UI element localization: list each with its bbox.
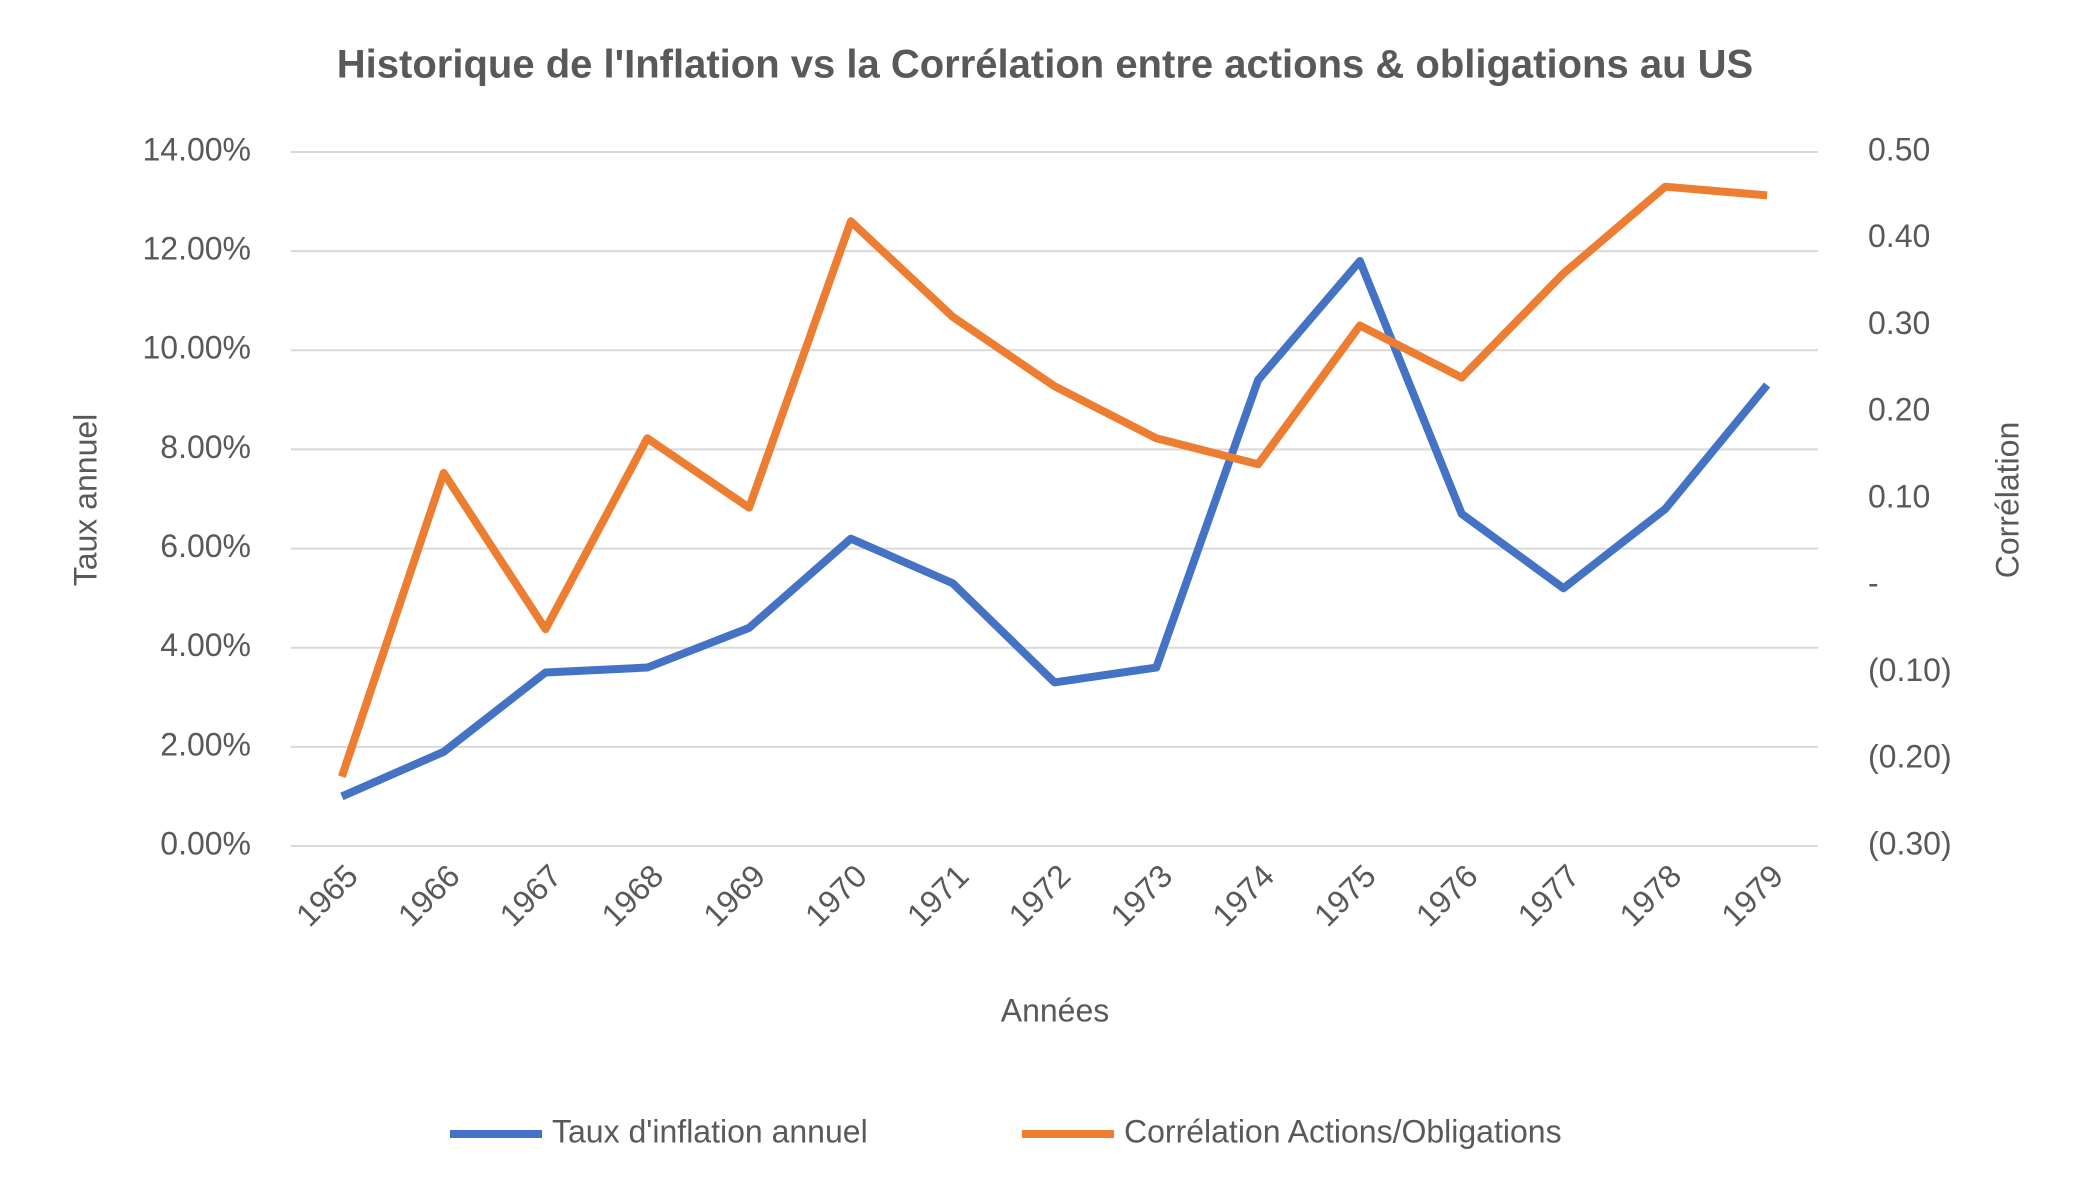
y2-tick-label: 0.30 <box>1868 305 1930 341</box>
legend-label: Corrélation Actions/Obligations <box>1124 1113 1562 1149</box>
y-tick-label: 6.00% <box>160 528 251 564</box>
series-line <box>338 182 1768 778</box>
x-tick-label: 1966 <box>391 857 467 933</box>
x-tick-label: 1979 <box>1714 857 1790 933</box>
x-tick-label: 1965 <box>289 857 365 933</box>
y-axis-title: Taux annuel <box>67 414 103 587</box>
y2-tick-label: 0.20 <box>1868 392 1930 428</box>
y2-tick-label: 0.40 <box>1868 218 1930 254</box>
y2-tick-label: 0.50 <box>1868 131 1930 167</box>
chart-title: Historique de l'Inflation vs la Corrélat… <box>337 43 1753 87</box>
x-tick-label: 1969 <box>696 857 772 933</box>
x-tick-label: 1972 <box>1002 857 1078 933</box>
y-tick-label: 8.00% <box>160 429 251 465</box>
y2-tick-label: (0.20) <box>1868 739 1952 775</box>
x-tick-label: 1976 <box>1409 857 1485 933</box>
x-tick-label: 1975 <box>1307 857 1383 933</box>
y-tick-label: 2.00% <box>160 726 251 762</box>
y2-axis-title: Corrélation <box>1989 422 2025 579</box>
x-tick-label: 1973 <box>1103 857 1179 933</box>
x-tick-label: 1971 <box>900 857 976 933</box>
series-line <box>340 257 1771 801</box>
x-tick-label: 1978 <box>1612 857 1688 933</box>
x-tick-label: 1967 <box>493 857 569 933</box>
y2-tick-label: (0.30) <box>1868 825 1952 861</box>
y-tick-label: 10.00% <box>142 330 251 366</box>
x-tick-label: 1970 <box>798 857 874 933</box>
y-tick-label: 12.00% <box>142 231 251 267</box>
y-tick-label: 4.00% <box>160 627 251 663</box>
y2-tick-label: 0.10 <box>1868 478 1930 514</box>
x-axis-title: Années <box>1001 992 1110 1028</box>
y2-tick-label: - <box>1868 565 1879 601</box>
x-tick-label: 1977 <box>1511 857 1587 933</box>
x-tick-label: 1974 <box>1205 857 1281 933</box>
x-tick-label: 1968 <box>594 857 670 933</box>
legend-label: Taux d'inflation annuel <box>552 1113 868 1149</box>
y-tick-label: 14.00% <box>142 131 251 167</box>
y-tick-label: 0.00% <box>160 825 251 861</box>
y2-tick-label: (0.10) <box>1868 652 1952 688</box>
